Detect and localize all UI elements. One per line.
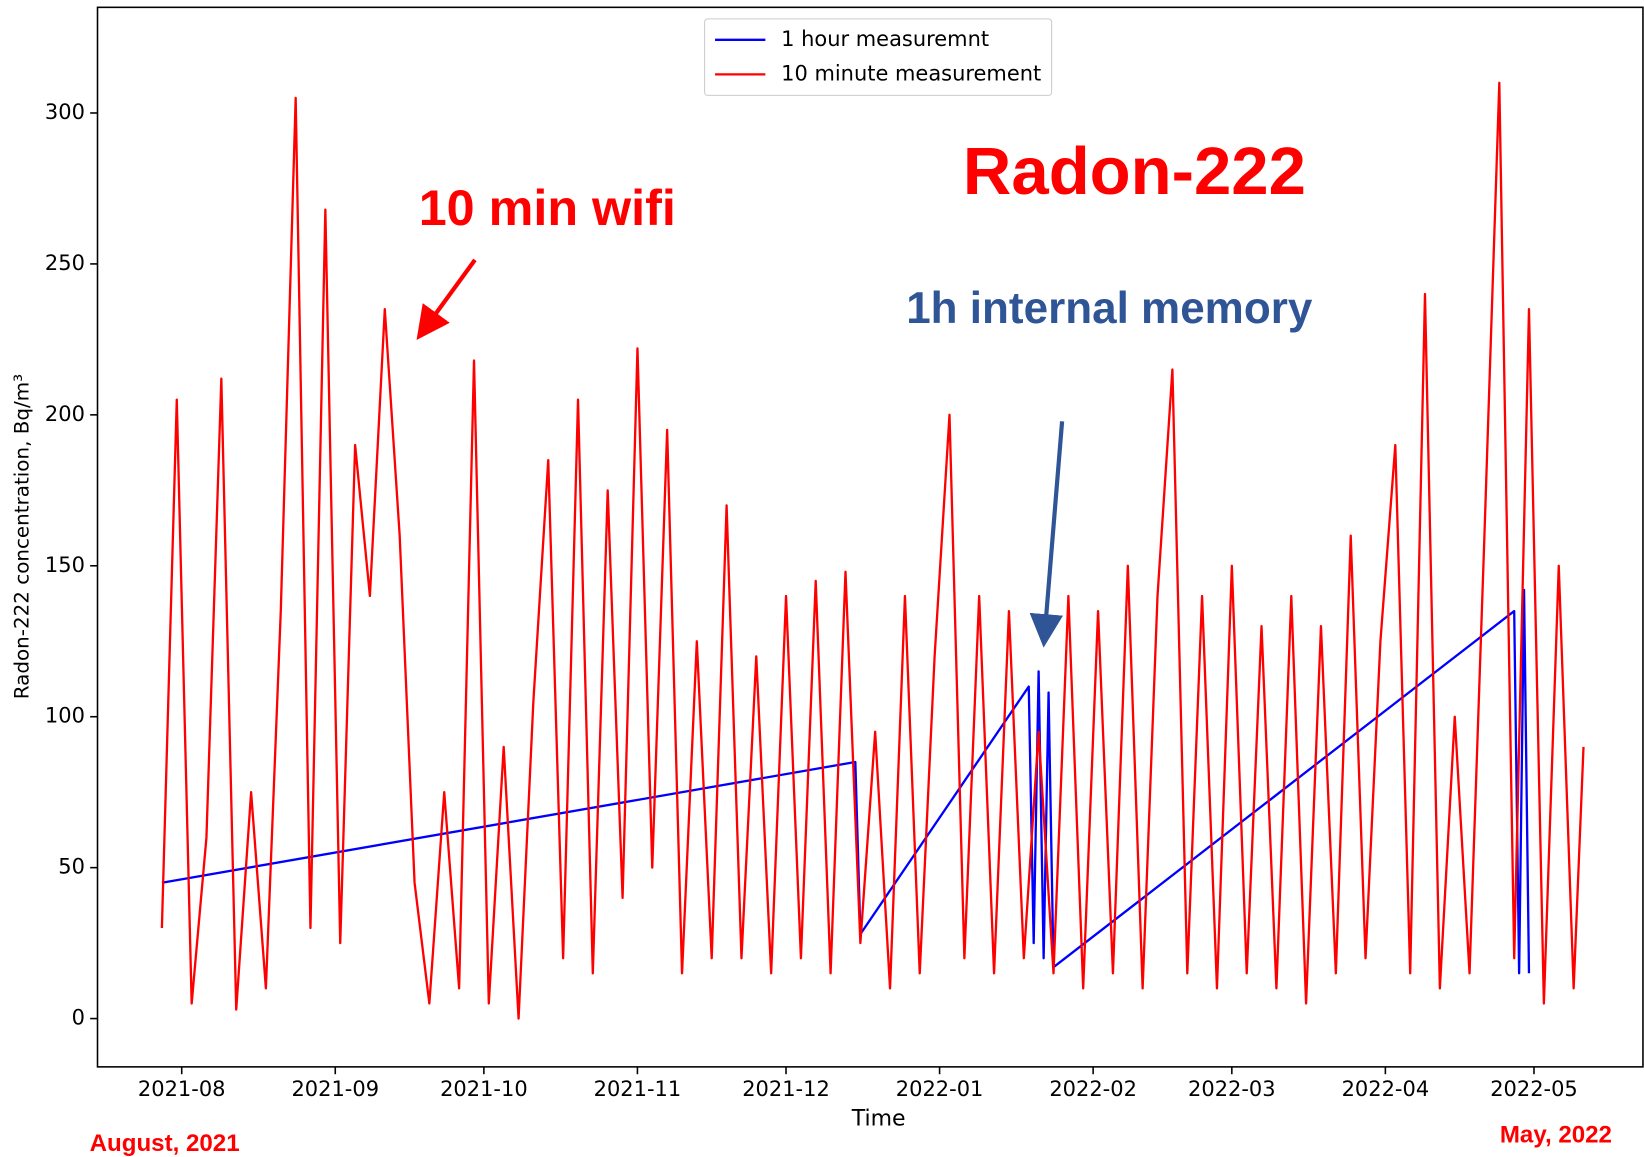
x-tick-label: 2022-03 [1188, 1077, 1276, 1101]
arrow [1029, 421, 1065, 648]
y-tick-label: 150 [45, 553, 85, 577]
series-line [161, 588, 1531, 975]
series-line [160, 81, 1585, 1020]
x-axis-label: Time [851, 1106, 906, 1131]
x-tick-label: 2021-10 [440, 1077, 528, 1101]
y-axis-label: Radon-222 concentration, Bq/m³ [11, 374, 34, 699]
legend-label: 1 hour measuremnt [781, 27, 989, 51]
legend-label: 10 minute measurement [781, 61, 1041, 85]
y-tick-label: 100 [45, 704, 85, 728]
plot-marks [160, 81, 1585, 1020]
annotation: Radon-222 [963, 134, 1306, 209]
x-tick-label: 2021-12 [742, 1077, 830, 1101]
y-tick-label: 300 [45, 100, 85, 124]
y-tick-label: 50 [58, 855, 85, 879]
x-tick-label: 2022-04 [1342, 1077, 1430, 1101]
annotation: 1h internal memory [906, 284, 1313, 333]
legend-box [704, 18, 1053, 96]
x-tick-label: 2022-01 [896, 1077, 984, 1101]
y-tick-label: 200 [45, 402, 85, 426]
y-tick-label: 0 [72, 1006, 85, 1030]
x-tick-label: 2022-02 [1049, 1077, 1137, 1101]
x-tick-label: 2021-11 [594, 1077, 682, 1101]
plot-frame [96, 6, 1644, 1068]
annotation: May, 2022 [1500, 1121, 1612, 1148]
x-tick-label: 2022-05 [1490, 1077, 1578, 1101]
x-tick-label: 2021-09 [291, 1077, 379, 1101]
annotation: 10 min wifi [419, 179, 676, 236]
legend: 1 hour measuremnt 10 minute measurement [704, 18, 1053, 96]
annotation: August, 2021 [90, 1130, 240, 1157]
arrow [416, 258, 477, 341]
y-tick-label: 250 [45, 251, 85, 275]
x-tick-label: 2021-08 [138, 1077, 226, 1101]
